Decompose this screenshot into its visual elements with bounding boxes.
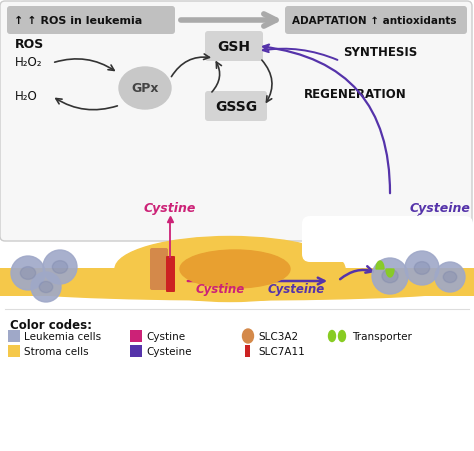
Ellipse shape (52, 261, 68, 274)
FancyBboxPatch shape (150, 249, 168, 290)
Text: Cysteine: Cysteine (267, 283, 325, 296)
Text: Cystine: Cystine (195, 283, 245, 296)
Text: Color codes:: Color codes: (10, 318, 92, 331)
Circle shape (43, 250, 77, 285)
FancyBboxPatch shape (130, 345, 142, 357)
Text: Stroma cells: Stroma cells (24, 346, 89, 356)
FancyBboxPatch shape (302, 216, 473, 262)
Ellipse shape (382, 270, 398, 283)
Text: GSH: GSH (218, 40, 250, 54)
Text: Transporter: Transporter (352, 331, 412, 341)
Ellipse shape (115, 237, 345, 302)
Text: ADAPTATION ↑ antioxidants: ADAPTATION ↑ antioxidants (292, 16, 456, 26)
Ellipse shape (7, 278, 467, 300)
Ellipse shape (39, 282, 53, 293)
Text: REGENERATION: REGENERATION (304, 87, 406, 100)
Text: SLC7A11: SLC7A11 (258, 346, 305, 356)
Circle shape (31, 272, 61, 302)
Ellipse shape (180, 250, 290, 288)
Text: H₂O: H₂O (15, 90, 38, 103)
Ellipse shape (338, 331, 346, 342)
Ellipse shape (20, 267, 36, 280)
Text: GPx: GPx (131, 83, 159, 95)
Text: SYNTHESIS: SYNTHESIS (343, 46, 417, 58)
Text: Cysteine: Cysteine (381, 215, 435, 228)
FancyBboxPatch shape (7, 7, 175, 35)
Text: ↑ ↑ ROS in leukemia: ↑ ↑ ROS in leukemia (14, 16, 142, 26)
Ellipse shape (443, 272, 457, 283)
Text: SLC3A2: SLC3A2 (258, 331, 298, 341)
Circle shape (435, 262, 465, 292)
FancyBboxPatch shape (205, 92, 267, 122)
Bar (0, 268, 474, 296)
FancyBboxPatch shape (130, 330, 142, 342)
Text: Cystine: Cystine (146, 331, 185, 341)
FancyBboxPatch shape (0, 2, 472, 241)
FancyBboxPatch shape (285, 7, 467, 35)
FancyBboxPatch shape (166, 257, 175, 292)
FancyBboxPatch shape (8, 330, 20, 342)
FancyBboxPatch shape (205, 32, 263, 62)
FancyBboxPatch shape (8, 345, 20, 357)
Text: Cysteine: Cysteine (410, 202, 470, 215)
Polygon shape (386, 269, 394, 277)
Circle shape (405, 252, 439, 285)
Polygon shape (376, 262, 384, 269)
Ellipse shape (328, 331, 336, 342)
Circle shape (11, 257, 45, 290)
Ellipse shape (243, 329, 254, 343)
Text: Cysteine: Cysteine (146, 346, 191, 356)
Ellipse shape (119, 68, 171, 110)
Ellipse shape (414, 262, 429, 275)
FancyBboxPatch shape (245, 345, 250, 357)
Circle shape (372, 258, 408, 295)
Text: GSSG: GSSG (215, 100, 257, 114)
Text: ROS: ROS (15, 38, 44, 51)
Text: H₂O₂: H₂O₂ (15, 55, 43, 69)
Text: Leukemia cells: Leukemia cells (24, 331, 101, 341)
Text: Cystine: Cystine (144, 202, 196, 215)
